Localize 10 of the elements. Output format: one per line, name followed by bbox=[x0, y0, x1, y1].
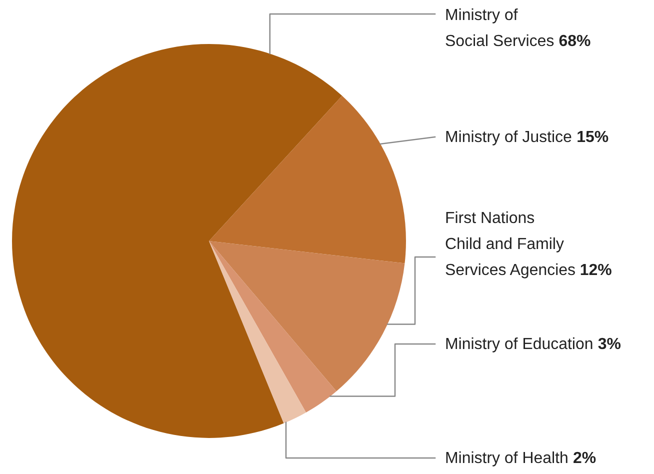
data-label: 68% bbox=[559, 34, 590, 46]
data-label: 15% bbox=[578, 130, 608, 142]
slice-label: Ministry of Justice bbox=[446, 130, 572, 146]
slice-label: Ministry of Health bbox=[446, 451, 568, 466]
slice-label: Ministry of Social Services bbox=[446, 8, 554, 46]
slice-label: First Nations Child and Family Services Agencies bbox=[446, 211, 575, 278]
slice-label: Ministry of Education bbox=[446, 337, 592, 352]
data-label: 3% bbox=[598, 338, 621, 350]
data-label: 12% bbox=[580, 264, 612, 276]
data-label: 2% bbox=[574, 452, 596, 464]
